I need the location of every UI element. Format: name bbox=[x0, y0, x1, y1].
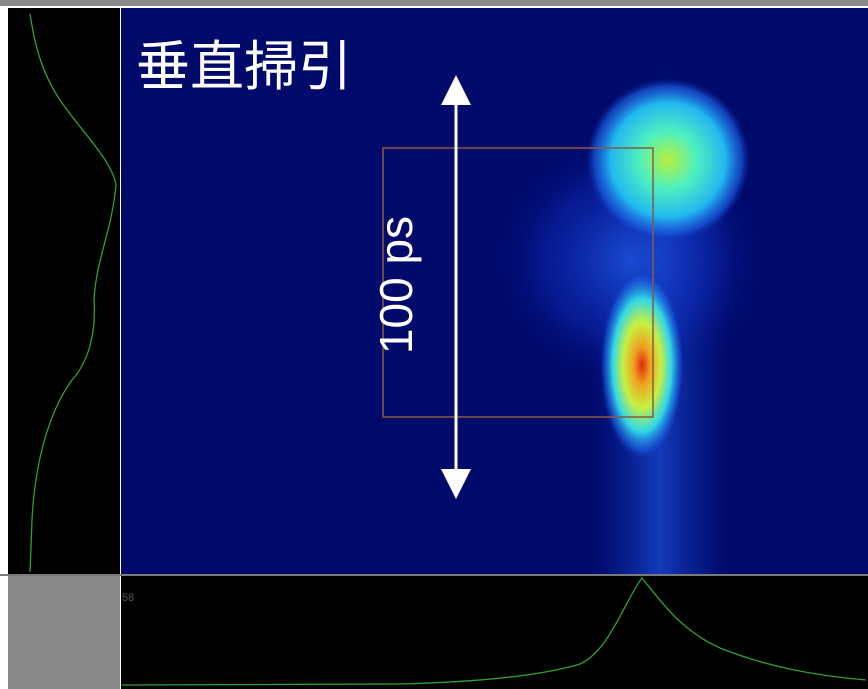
page: 垂直掃引 100 ps 58 (() => { const data = JSO… bbox=[0, 0, 868, 689]
left-profile-panel bbox=[8, 8, 120, 574]
divider bbox=[0, 574, 868, 576]
corner-block bbox=[8, 576, 120, 689]
scale-label: 100 ps bbox=[370, 216, 422, 354]
title: 垂直掃引 bbox=[136, 37, 352, 97]
lower-spot bbox=[600, 270, 684, 460]
bottom-profile-panel bbox=[121, 576, 868, 689]
profile-label: 58 bbox=[122, 592, 134, 604]
streak-viewer: 垂直掃引 100 ps 58 bbox=[0, 0, 868, 689]
top-bar bbox=[0, 0, 868, 6]
upper-spot bbox=[586, 78, 750, 242]
